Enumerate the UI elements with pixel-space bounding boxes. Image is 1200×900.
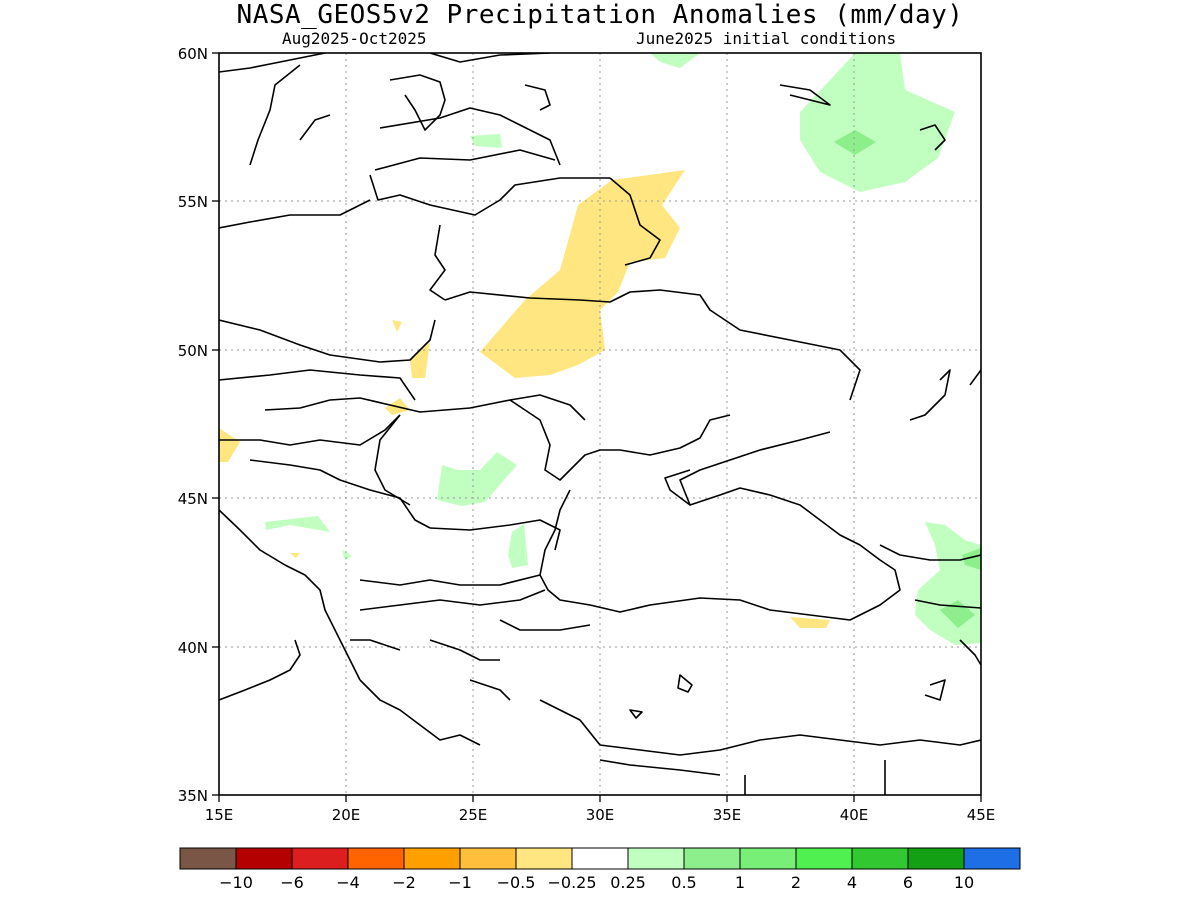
chart-title: NASA_GEOS5v2 Precipitation Anomalies (mm…: [236, 0, 964, 30]
tick-marks: [212, 52, 982, 802]
colorbar-label: −0.5: [496, 873, 536, 892]
wet-caucasus-core-2: [940, 600, 975, 628]
wet-baltic: [470, 134, 502, 148]
colorbar-swatch: [403, 847, 461, 870]
colorbar-label: 4: [846, 873, 858, 892]
wet-russia-core: [834, 130, 876, 155]
colorbar-swatch: [739, 847, 797, 870]
colorbar-label: −2: [392, 873, 416, 892]
wet-bulgaria: [508, 524, 528, 568]
colorbar-label: −6: [280, 873, 304, 892]
colorbar-swatch: [179, 847, 237, 870]
initial-conditions: June2025 initial conditions: [636, 29, 897, 48]
colorbar-swatch: [291, 847, 349, 870]
y-tick-label: 60N: [178, 45, 208, 63]
coastlines-borders: [219, 53, 981, 795]
dry-band-ukraine-belarus: [480, 170, 685, 378]
colorbar-swatch: [851, 847, 909, 870]
dry-patch-west-edge: [219, 428, 240, 462]
y-tick-label: 55N: [178, 193, 208, 211]
wet-caucasus-core: [962, 548, 981, 570]
wet-serbia-small: [342, 550, 352, 560]
colorbar-swatch: [235, 847, 293, 870]
colorbar-label: −1: [448, 873, 472, 892]
x-tick-label: 40E: [840, 806, 869, 824]
colorbar-swatch: [907, 847, 965, 870]
dry-patch-small-1: [392, 320, 402, 332]
x-tick-label: 15E: [205, 806, 234, 824]
y-tick-label: 50N: [178, 342, 208, 360]
wet-romania: [437, 452, 517, 506]
colorbar-label: 6: [902, 873, 914, 892]
colorbar-swatch: [571, 847, 629, 870]
colorbar-swatch: [515, 847, 573, 870]
colorbar-label: 2: [790, 873, 802, 892]
x-tick-label: 20E: [332, 806, 361, 824]
y-tick-labels: 60N 55N 50N 45N 40N 35N: [178, 45, 208, 805]
colorbar-swatch: [683, 847, 741, 870]
colorbar-label: −0.25: [547, 873, 597, 892]
colorbar-label: −4: [336, 873, 360, 892]
x-tick-labels: 15E 20E 25E 30E 35E 40E 45E: [205, 806, 996, 824]
dry-patch-turkey-north: [790, 617, 830, 628]
dry-patch-west-1: [410, 342, 430, 378]
colorbar-swatch: [963, 847, 1021, 870]
colorbar-swatch: [795, 847, 853, 870]
x-tick-label: 30E: [586, 806, 615, 824]
gridlines: [219, 53, 981, 795]
x-tick-label: 45E: [967, 806, 996, 824]
y-tick-label: 35N: [178, 787, 208, 805]
colorbar-label: −10: [219, 873, 253, 892]
colorbar-swatch: [347, 847, 405, 870]
colorbar-label: 0.25: [610, 873, 646, 892]
x-tick-label: 25E: [459, 806, 488, 824]
anomaly-shading: [219, 53, 981, 645]
x-tick-label: 35E: [713, 806, 742, 824]
wet-croatia: [265, 516, 330, 532]
y-tick-label: 45N: [178, 490, 208, 508]
colorbar-label: 10: [953, 873, 975, 892]
colorbar: [179, 847, 1021, 870]
colorbar-swatch: [459, 847, 517, 870]
colorbar-label: 1: [734, 873, 746, 892]
colorbar-label: 0.5: [671, 873, 697, 892]
colorbar-swatch: [627, 847, 685, 870]
wet-north-top: [650, 53, 700, 68]
wet-russia-north: [800, 53, 955, 192]
forecast-period: Aug2025-Oct2025: [282, 29, 427, 48]
dry-patch-small-2: [290, 553, 300, 558]
y-tick-label: 40N: [178, 639, 208, 657]
